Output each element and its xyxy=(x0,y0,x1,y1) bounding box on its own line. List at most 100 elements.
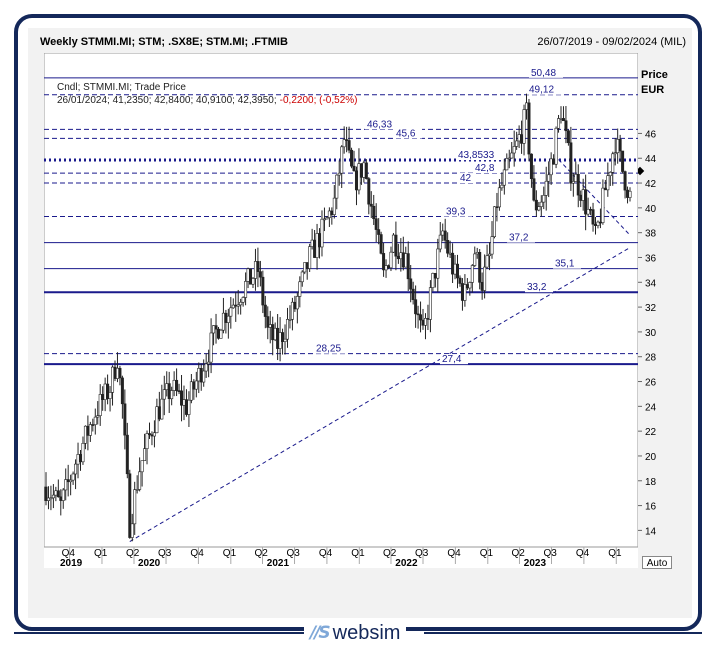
candle-body xyxy=(561,118,565,122)
candle-body xyxy=(49,497,53,500)
footer-rule-right xyxy=(424,632,702,634)
y-tick-label: 32 xyxy=(645,303,657,314)
quarter-label: Q1 xyxy=(480,548,494,559)
y-tick-label: 28 xyxy=(645,353,657,364)
candle-body xyxy=(377,229,381,235)
y-tick-label: 42 xyxy=(645,179,657,190)
candle-body xyxy=(71,473,75,481)
candle-body xyxy=(290,301,294,320)
quarter-label: Q1 xyxy=(608,548,622,559)
candle-body xyxy=(258,271,262,278)
websim-logo-mark: //S xyxy=(310,623,331,643)
candle-body xyxy=(320,218,324,248)
quarter-label: Q4 xyxy=(62,548,76,559)
candle-body xyxy=(59,496,63,501)
candle-body xyxy=(601,187,605,223)
candle-body xyxy=(199,368,203,383)
quarter-label: Q2 xyxy=(511,548,525,559)
candle-body xyxy=(414,299,418,315)
candle-body xyxy=(130,523,134,538)
candle-body xyxy=(626,189,630,198)
candle-body xyxy=(411,288,415,300)
candle-body xyxy=(613,152,617,155)
level-label-bg xyxy=(456,150,502,161)
candle-body xyxy=(406,253,410,280)
level-label-bg xyxy=(507,232,535,243)
candle-body xyxy=(436,248,440,279)
quarter-label: Q1 xyxy=(351,548,365,559)
level-label: 50,48 xyxy=(531,68,556,79)
info-values: 26/01/2024; 41,2350; 42,8400; 40,9100; 4… xyxy=(57,95,277,106)
candle-body xyxy=(581,189,585,201)
candle-body xyxy=(194,380,198,390)
candle-body xyxy=(172,379,176,391)
candle-body xyxy=(396,255,400,260)
candle-body xyxy=(539,201,543,207)
candle-body xyxy=(313,239,317,258)
price-chart[interactable]: Q4 Q1 Q2 Q3 Q4 Q1 Q2 Q3 Q4 Q1 Q2 Q3 Q4 Q1 Q2 Q3 Q4 Q1 2019… xyxy=(44,53,638,568)
candle-body xyxy=(448,252,452,255)
candle-body xyxy=(78,454,82,463)
candle-body xyxy=(155,406,159,434)
candle-body xyxy=(76,454,80,465)
candle-body xyxy=(527,102,531,155)
candle-body xyxy=(340,146,344,174)
candle-body xyxy=(147,433,151,435)
candle-body xyxy=(525,102,529,110)
candle-body xyxy=(576,173,580,196)
candle-body xyxy=(251,278,255,285)
level-label-bg xyxy=(525,282,553,293)
candle-body xyxy=(490,236,494,255)
candle-body xyxy=(391,234,395,253)
candle-body xyxy=(298,281,302,297)
candle-body xyxy=(566,130,570,144)
quarter-label: Q4 xyxy=(190,548,204,559)
candle-body xyxy=(359,163,363,178)
candle-body xyxy=(204,363,208,372)
candle-body xyxy=(86,425,90,436)
candle-body xyxy=(475,252,479,255)
candle-body xyxy=(244,281,248,298)
candle-body xyxy=(421,319,425,326)
candle-body xyxy=(170,390,174,400)
year-label: 2019 xyxy=(60,558,83,568)
candle-body xyxy=(621,150,625,172)
candle-body xyxy=(510,152,514,159)
candle-body xyxy=(263,304,267,317)
quarter-label: Q3 xyxy=(543,548,557,559)
candle-body xyxy=(253,261,257,279)
quarter-label: Q2 xyxy=(254,548,268,559)
candle-body xyxy=(507,157,511,160)
candle-body xyxy=(584,189,588,215)
candle-body xyxy=(249,268,253,285)
candle-body xyxy=(81,443,85,463)
candle-body xyxy=(224,312,228,323)
candle-body xyxy=(69,479,73,483)
candle-body xyxy=(419,314,423,321)
candle-body xyxy=(460,283,464,301)
candle-body xyxy=(103,383,107,400)
candle-body xyxy=(180,390,184,406)
candle-body xyxy=(229,307,233,317)
candle-body xyxy=(165,383,169,390)
y-tick-label: 16 xyxy=(645,502,657,513)
auto-scale-button[interactable]: Auto xyxy=(642,556,672,569)
candle-body xyxy=(111,366,115,393)
y-tick-label: 40 xyxy=(645,204,657,215)
y-tick-label: 38 xyxy=(645,229,657,240)
level-label-bg xyxy=(527,84,561,95)
candle-body xyxy=(399,252,403,260)
candle-body xyxy=(372,205,376,220)
candle-body xyxy=(241,297,245,303)
candle-body xyxy=(236,304,240,307)
candle-body xyxy=(96,415,100,418)
quarter-label: Q2 xyxy=(383,548,397,559)
candle-body xyxy=(544,180,548,196)
candle-body xyxy=(384,265,388,271)
quarter-label: Q4 xyxy=(319,548,333,559)
candle-body xyxy=(175,379,179,391)
candle-body xyxy=(549,158,553,176)
candle-body xyxy=(374,218,378,230)
candle-body xyxy=(322,218,326,221)
candle-body xyxy=(212,325,216,334)
